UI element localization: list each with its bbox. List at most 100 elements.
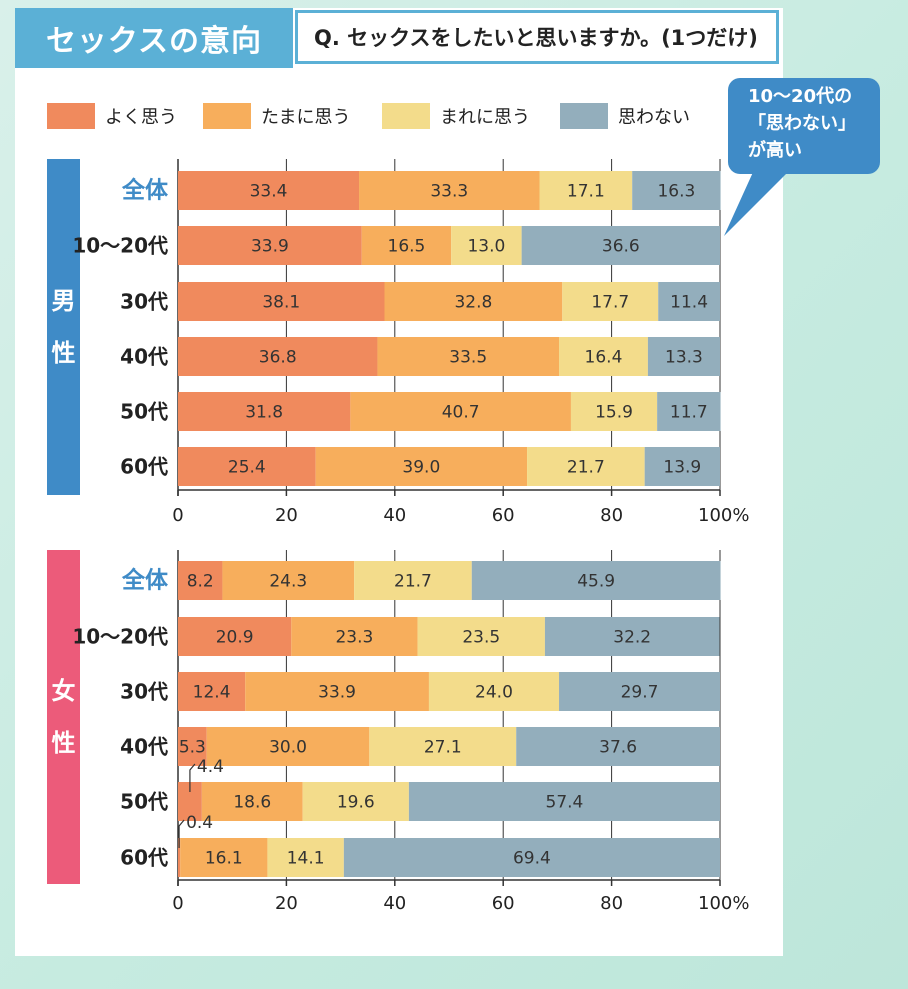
bar-segment-mareni	[570, 392, 658, 431]
data-label: 33.9	[318, 683, 356, 703]
data-label: 38.1	[262, 293, 300, 313]
x-tick-label: 100%	[698, 893, 749, 914]
category-label: 30代	[120, 680, 168, 704]
bar-segment-omowanai	[521, 226, 720, 265]
legend-item-tamani: たまに思う	[203, 103, 350, 129]
x-tick-label: 40	[383, 893, 406, 914]
bar-segment-yoku	[178, 561, 223, 600]
bar-segment-yoku	[178, 782, 202, 821]
bar-segment-yoku	[178, 838, 181, 877]
bar-segment-mareni	[559, 337, 648, 376]
bar-segment-tamani	[359, 171, 540, 210]
bar-segment-tamani	[206, 727, 370, 766]
bar-segment-tamani	[350, 392, 571, 431]
x-tick-label: 100%	[698, 505, 749, 526]
bar-segment-tamani	[222, 561, 355, 600]
data-label: 37.6	[599, 738, 637, 758]
callout-line: 10〜20代の	[748, 86, 853, 107]
data-label: 17.7	[591, 293, 629, 313]
data-label: 19.6	[337, 793, 375, 813]
female-label-char: 女	[51, 677, 76, 705]
data-label: 24.3	[269, 572, 307, 592]
x-tick-label: 0	[172, 505, 183, 526]
data-label: 20.9	[216, 628, 254, 648]
legend-item-omowanai: 思わない	[560, 103, 690, 129]
x-tick-label: 0	[172, 893, 183, 914]
bar-segment-omowanai	[647, 337, 720, 376]
data-label: 69.4	[513, 849, 551, 869]
legend-swatch	[560, 103, 608, 129]
data-label: 33.5	[449, 348, 487, 368]
bar-segment-mareni	[369, 727, 517, 766]
legend-swatch	[47, 103, 95, 129]
legend-item-mareni: まれに思う	[382, 103, 530, 129]
survey-question: Q. セックスをしたいと思いますか。(1つだけ)	[295, 10, 779, 64]
category-label: 40代	[120, 345, 168, 369]
legend-label: まれに思う	[440, 107, 530, 128]
bar-segment-tamani	[180, 838, 268, 877]
callout-bubble: 10〜20代の 「思わない」 が高い	[728, 78, 880, 174]
data-label: 39.0	[402, 458, 440, 478]
bar-segment-mareni	[302, 782, 409, 821]
category-label: 40代	[120, 735, 168, 759]
data-label: 25.4	[228, 458, 266, 478]
data-label: 4.4	[197, 757, 224, 777]
data-label: 27.1	[424, 738, 462, 758]
male-label-char: 性	[51, 339, 76, 367]
legend-label: 思わない	[618, 107, 690, 128]
bar-segment-mareni	[562, 282, 659, 321]
data-label: 23.3	[335, 628, 373, 648]
data-label: 30.0	[269, 738, 307, 758]
data-label: 16.4	[585, 348, 623, 368]
x-tick-label: 80	[600, 893, 623, 914]
bar-segment-yoku	[178, 226, 362, 265]
bar-segment-yoku	[178, 617, 292, 656]
bar-segment-mareni	[428, 672, 560, 711]
bar-segment-tamani	[361, 226, 452, 265]
data-label: 57.4	[546, 793, 584, 813]
x-tick-label: 60	[492, 893, 515, 914]
bar-segment-yoku	[178, 672, 246, 711]
x-tick-label: 20	[275, 893, 298, 914]
bar-segment-tamani	[291, 617, 418, 656]
bar-segment-mareni	[539, 171, 633, 210]
page-title: セックスの意向	[15, 8, 293, 68]
bar-segment-omowanai	[343, 838, 720, 877]
data-label: 18.6	[233, 793, 271, 813]
bar-segment-yoku	[178, 337, 378, 376]
bar-segment-mareni	[451, 226, 522, 265]
category-label: 10〜20代	[72, 234, 168, 258]
data-label: 17.1	[567, 182, 605, 202]
category-label: 50代	[120, 400, 168, 424]
bar-segment-omowanai	[471, 561, 721, 600]
bar-segment-tamani	[377, 337, 560, 376]
bar-segment-tamani	[201, 782, 303, 821]
data-label: 21.7	[567, 458, 605, 478]
bar-segment-mareni	[527, 447, 645, 486]
legend-label: よく思う	[105, 107, 177, 128]
data-label: 16.1	[205, 849, 243, 869]
data-label: 14.1	[287, 849, 325, 869]
legend-swatch	[203, 103, 251, 129]
data-label: 40.7	[442, 403, 480, 423]
data-label: 32.8	[454, 293, 492, 313]
data-label: 33.4	[250, 182, 288, 202]
category-label: 60代	[120, 846, 168, 870]
x-tick-label: 60	[492, 505, 515, 526]
bar-segment-omowanai	[408, 782, 720, 821]
bar-segment-tamani	[384, 282, 563, 321]
x-tick-label: 80	[600, 505, 623, 526]
data-label: 13.3	[665, 348, 703, 368]
data-label: 13.0	[467, 237, 505, 257]
female-section-label: 女 性	[47, 550, 80, 884]
bar-segment-omowanai	[657, 392, 721, 431]
data-label: 13.9	[663, 458, 701, 478]
data-label: 33.3	[430, 182, 468, 202]
bar-segment-omowanai	[644, 447, 720, 486]
bar-segment-mareni	[417, 617, 545, 656]
category-label: 50代	[120, 790, 168, 814]
bar-segment-mareni	[267, 838, 344, 877]
category-label: 30代	[120, 290, 168, 314]
data-label: 45.9	[577, 572, 615, 592]
